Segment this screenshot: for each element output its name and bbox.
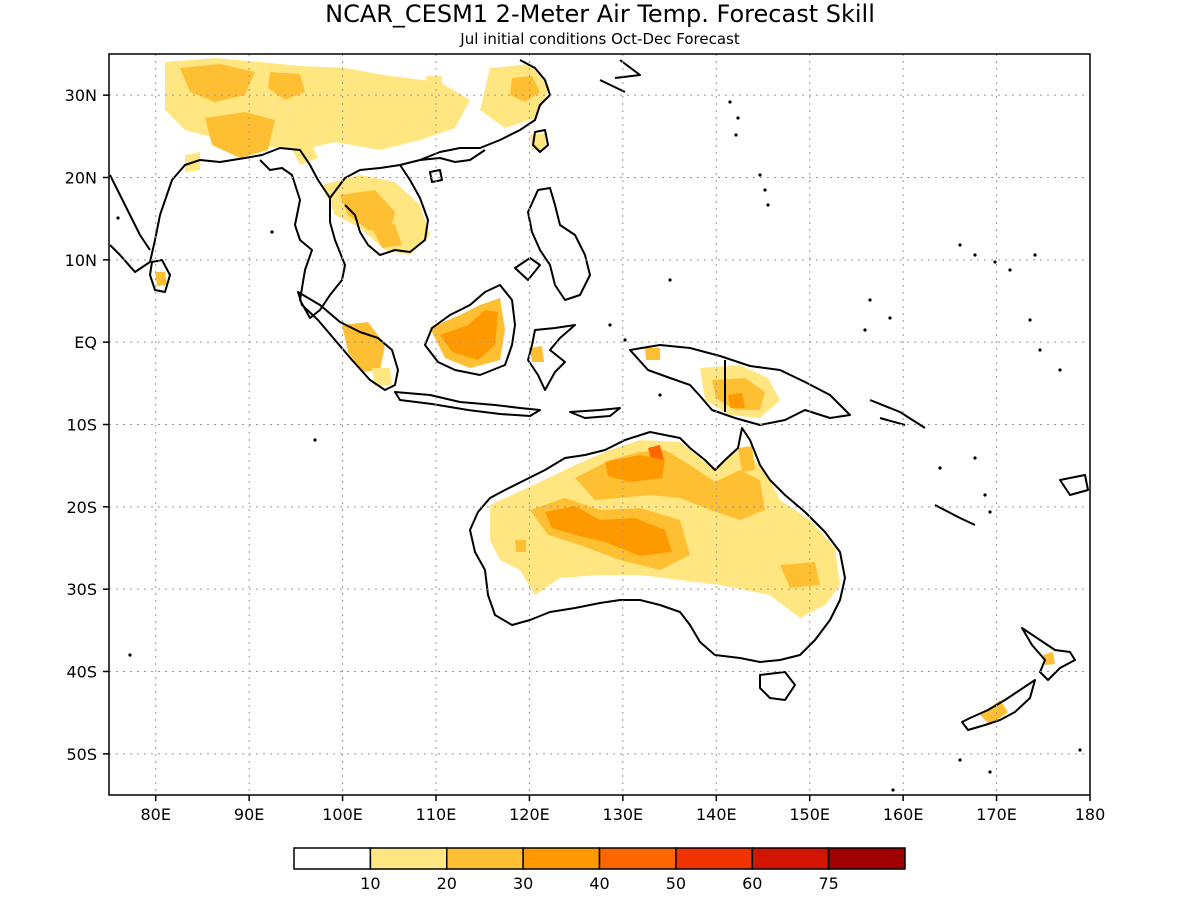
skill-region-cambodia (372, 224, 402, 248)
coast-philippines-2 (514, 257, 541, 281)
coast-australia (469, 427, 846, 663)
colorbar-swatch (369, 847, 448, 870)
skill-region-srilanka (155, 272, 167, 286)
coast-philippines (527, 187, 591, 301)
coast-tasmania (759, 671, 796, 701)
skill-region-australia-top (605, 455, 665, 482)
coast-india-west (109, 174, 151, 251)
coast-timor (569, 407, 621, 419)
coast-fiji (1059, 474, 1089, 496)
lon-tick-label: 170E (976, 805, 1017, 824)
coast-china-south (419, 149, 486, 163)
lon-tick-label: 100E (322, 805, 363, 824)
skill-region-sumatra-south (372, 368, 392, 386)
skill-region-tibet-core-2 (268, 72, 305, 100)
colorbar-label: 20 (437, 874, 457, 893)
coast-new-guinea (629, 344, 851, 426)
skill-region-taiwan (530, 133, 545, 150)
colorbar-label: 75 (818, 874, 838, 893)
latitude-axis: 30N 20N 10N EQ 10S 20S 30S 40S 50S (65, 86, 109, 764)
coast-hainan (429, 169, 443, 183)
skill-region-china-dot-2 (426, 76, 442, 92)
lat-tick-label: 10N (65, 251, 97, 270)
skill-region-borneo-core (440, 310, 498, 360)
skill-region-nz-south (980, 700, 1008, 725)
colorbar-label: 60 (742, 874, 762, 893)
colorbar: 10 20 30 40 50 60 75 (293, 847, 906, 893)
lat-tick-label: 30N (65, 86, 97, 105)
lon-tick-label: 150E (789, 805, 830, 824)
lon-tick-label: 90E (234, 805, 264, 824)
colorbar-label: 10 (360, 874, 380, 893)
lon-tick-label: 140E (696, 805, 737, 824)
map-title: NCAR_CESM1 2-Meter Air Temp. Forecast Sk… (325, 0, 875, 28)
coast-sulawesi (527, 324, 576, 391)
skill-region-china-dot (398, 90, 420, 110)
lat-tick-label: 10S (66, 416, 97, 435)
colorbar-label: 30 (513, 874, 533, 893)
colorbar-swatch (675, 847, 753, 870)
skill-shading (155, 58, 1055, 725)
colorbar-swatch (751, 847, 830, 870)
coast-taiwan (532, 129, 549, 153)
lon-tick-label: 80E (140, 805, 170, 824)
skill-region-sumatra (342, 322, 385, 372)
coast-japan (599, 59, 641, 93)
coast-new-caledonia (934, 504, 976, 526)
colorbar-swatch (446, 847, 524, 870)
lon-tick-label: 110E (416, 805, 457, 824)
skill-region-sulawesi (530, 346, 544, 362)
lon-tick-label: 160E (883, 805, 924, 824)
coast-asia-mainland (109, 59, 551, 319)
skill-region-himalaya (205, 112, 275, 158)
skill-region-australia-core (545, 506, 672, 556)
lat-tick-label: 30S (66, 580, 97, 599)
lon-tick-label: 130E (603, 805, 644, 824)
colorbar-swatch (293, 847, 372, 870)
colorbar-swatch (522, 847, 601, 870)
longitude-axis: 80E 90E 100E 110E 120E 130E 140E 150E 160E 170E 18… (140, 795, 1105, 824)
lat-tick-label: 20S (66, 498, 97, 517)
coastlines (109, 59, 1089, 731)
skill-region-tibet-core (180, 64, 255, 102)
colorbar-swatch (598, 847, 677, 870)
map-subtitle: Jul initial conditions Oct-Dec Forecast (459, 30, 740, 48)
coast-java (394, 391, 541, 417)
small-islands (116, 100, 1082, 792)
colorbar-label: 50 (666, 874, 686, 893)
lon-tick-label: 180 (1075, 805, 1106, 824)
coast-srilanka (149, 259, 171, 293)
lon-tick-label: 120E (509, 805, 550, 824)
coast-vietnam (344, 164, 429, 256)
skill-region-australia-west (515, 540, 526, 552)
skill-region-new-guinea-peak (728, 393, 745, 408)
skill-region-queensland (738, 446, 755, 472)
skill-region-indochina-core (340, 190, 395, 232)
colorbar-label: 40 (589, 874, 609, 893)
lat-tick-label: 50S (66, 745, 97, 764)
coast-nz-south (961, 679, 1036, 731)
lat-tick-label: 20N (65, 169, 97, 188)
coast-solomons (869, 399, 926, 429)
skill-region-east-china-core (510, 76, 540, 102)
lat-tick-label: 40S (66, 663, 97, 682)
skill-region-east-australia (780, 562, 820, 588)
lat-tick-label: EQ (74, 333, 97, 352)
skill-region-nz-north (1043, 652, 1055, 665)
coast-borneo (424, 284, 516, 376)
coast-nz-north (1021, 627, 1076, 681)
map-gridlines (109, 54, 1090, 795)
coast-sumatra (297, 291, 399, 391)
colorbar-swatch (827, 847, 906, 870)
skill-region-burma (290, 140, 318, 165)
skill-region-new-guinea-west (645, 348, 660, 360)
